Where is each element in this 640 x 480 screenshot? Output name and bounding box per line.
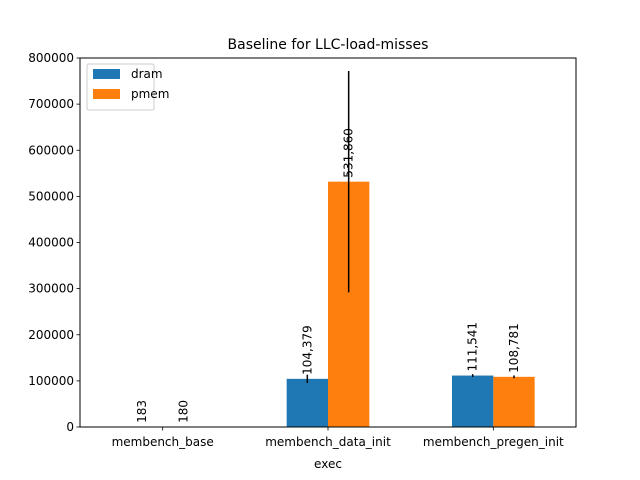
- data-label: 180: [176, 400, 190, 423]
- error-bars: [306, 70, 515, 384]
- y-tick-label: 700000: [28, 97, 74, 111]
- data-label: 111,541: [466, 322, 480, 372]
- y-tick-label: 300000: [28, 282, 74, 296]
- y-tick-label: 200000: [28, 328, 74, 342]
- y-tick-label: 100000: [28, 374, 74, 388]
- y-tick-label: 600000: [28, 143, 74, 157]
- y-tick-label: 500000: [28, 189, 74, 203]
- bar-pmem: [493, 376, 535, 427]
- data-label: 104,379: [300, 325, 314, 375]
- bar-dram: [452, 375, 494, 427]
- legend-swatch: [93, 69, 120, 79]
- y-tick-label: 0: [66, 420, 74, 434]
- data-label: 183: [135, 400, 149, 423]
- legend: dram pmem: [86, 63, 169, 111]
- y-tick-label: 800000: [28, 51, 74, 65]
- data-labels: 183 104,379 111,541 180 531,860 108,781: [135, 128, 521, 423]
- x-tick-label: membench_pregen_init: [423, 435, 564, 449]
- x-tick-label: membench_data_init: [265, 435, 391, 449]
- x-tick-label: membench_base: [112, 435, 214, 449]
- legend-swatch: [93, 89, 120, 99]
- x-axis: membench_base membench_data_init membench_…: [112, 427, 564, 449]
- legend-label: pmem: [131, 87, 169, 101]
- data-label: 108,781: [507, 323, 521, 373]
- bar-dram: [286, 378, 328, 427]
- y-axis: 0 100000 200000 300000 400000 500000 600000 700…: [28, 51, 80, 434]
- y-tick-label: 400000: [28, 236, 74, 250]
- x-axis-label: exec: [314, 457, 342, 471]
- legend-label: dram: [131, 67, 163, 81]
- data-label: 531,860: [342, 128, 356, 178]
- chart-title: Baseline for LLC-load-misses: [228, 37, 429, 53]
- plot-frame: [79, 57, 577, 428]
